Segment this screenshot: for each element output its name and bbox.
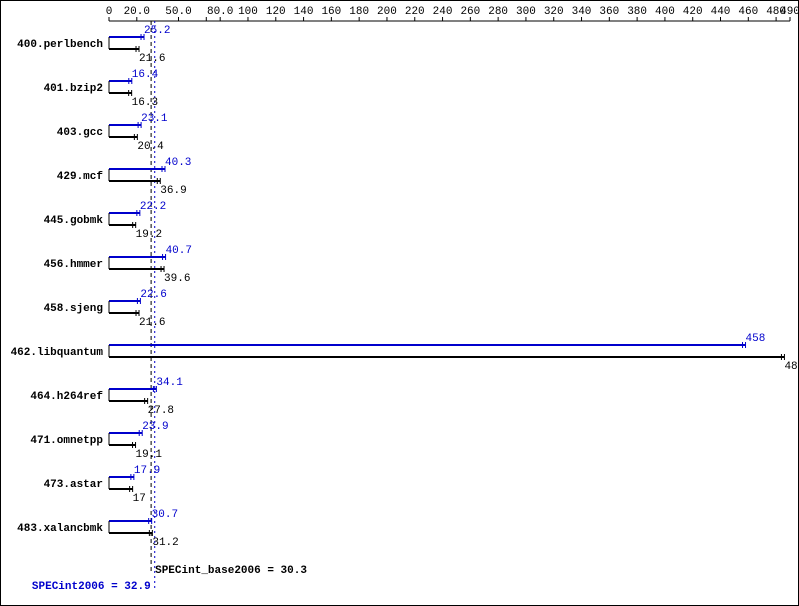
xaxis-tick-label: 0 bbox=[106, 6, 113, 18]
peak-value: 458 bbox=[746, 333, 766, 345]
benchmark-label: 462.libquantum bbox=[11, 347, 104, 359]
benchmark-label: 456.hmmer bbox=[44, 259, 103, 271]
benchmark-label: 464.h264ref bbox=[30, 391, 103, 403]
base-value: 19.2 bbox=[136, 229, 162, 241]
xaxis-tick-label: 140 bbox=[294, 6, 314, 18]
benchmark-label: 403.gcc bbox=[57, 127, 103, 139]
peak-value: 22.2 bbox=[140, 201, 166, 213]
xaxis-tick-label: 200 bbox=[377, 6, 397, 18]
xaxis-tick-label: 360 bbox=[599, 6, 619, 18]
xaxis-tick-label: 460 bbox=[738, 6, 758, 18]
base-value: 486 bbox=[784, 361, 798, 373]
benchmark-label: 471.omnetpp bbox=[30, 435, 103, 447]
xaxis-tick-label: 380 bbox=[627, 6, 647, 18]
xaxis-tick-label: 490 bbox=[780, 6, 798, 18]
peak-value: 22.6 bbox=[140, 289, 166, 301]
peak-value: 17.9 bbox=[134, 465, 160, 477]
xaxis-tick-label: 120 bbox=[266, 6, 286, 18]
benchmark-label: 473.astar bbox=[44, 479, 103, 491]
peak-value: 16.4 bbox=[132, 69, 159, 81]
xaxis-tick-label: 440 bbox=[711, 6, 731, 18]
xaxis-tick-label: 260 bbox=[460, 6, 480, 18]
benchmark-label: 458.sjeng bbox=[44, 303, 103, 315]
base-value: 39.6 bbox=[164, 273, 190, 285]
xaxis-tick-label: 50.0 bbox=[165, 6, 191, 18]
xaxis-tick-label: 320 bbox=[544, 6, 564, 18]
peak-value: 23.9 bbox=[142, 421, 168, 433]
xaxis-tick-label: 160 bbox=[321, 6, 341, 18]
xaxis-tick-label: 420 bbox=[683, 6, 703, 18]
benchmark-label: 483.xalancbmk bbox=[17, 523, 103, 535]
base-value: 17 bbox=[133, 493, 146, 505]
base-value: 31.2 bbox=[152, 537, 178, 549]
peak-value: 40.7 bbox=[166, 245, 192, 257]
peak-value: 30.7 bbox=[152, 509, 178, 521]
summary-peak: SPECint2006 = 32.9 bbox=[32, 581, 151, 593]
peak-value: 23.1 bbox=[141, 113, 168, 125]
peak-value: 25.2 bbox=[144, 25, 170, 37]
base-value: 21.6 bbox=[139, 317, 165, 329]
xaxis-tick-label: 100 bbox=[238, 6, 258, 18]
spec-chart-container: 0 20.0 50.0 80.0 100 120 140 160 180 200 220 240 260… bbox=[0, 0, 799, 606]
peak-value: 34.1 bbox=[156, 377, 183, 389]
xaxis-tick-label: 20.0 bbox=[124, 6, 150, 18]
base-value: 27.8 bbox=[148, 405, 174, 417]
summary-base: SPECint_base2006 = 30.3 bbox=[155, 565, 307, 577]
xaxis-tick-label: 340 bbox=[572, 6, 592, 18]
xaxis-tick-label: 240 bbox=[433, 6, 453, 18]
xaxis-tick-label: 220 bbox=[405, 6, 425, 18]
benchmark-label: 400.perlbench bbox=[17, 39, 103, 51]
xaxis-tick-label: 300 bbox=[516, 6, 536, 18]
base-value: 19.1 bbox=[136, 449, 163, 461]
base-value: 21.6 bbox=[139, 53, 165, 65]
xaxis-tick-label: 280 bbox=[488, 6, 508, 18]
base-value: 20.4 bbox=[137, 141, 164, 153]
benchmark-label: 429.mcf bbox=[57, 171, 104, 183]
benchmark-label: 401.bzip2 bbox=[44, 83, 103, 95]
xaxis-tick-label: 80.0 bbox=[207, 6, 233, 18]
base-value: 16.3 bbox=[132, 97, 158, 109]
spec-chart: 0 20.0 50.0 80.0 100 120 140 160 180 200 220 240 260… bbox=[1, 1, 798, 605]
xaxis-tick-label: 180 bbox=[349, 6, 369, 18]
benchmark-label: 445.gobmk bbox=[44, 215, 104, 227]
base-value: 36.9 bbox=[160, 185, 186, 197]
xaxis-tick-label: 400 bbox=[655, 6, 675, 18]
peak-value: 40.3 bbox=[165, 157, 191, 169]
